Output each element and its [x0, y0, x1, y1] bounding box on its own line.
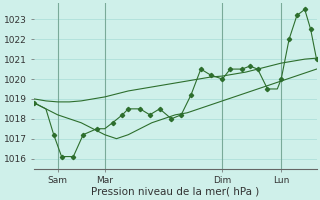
X-axis label: Pression niveau de la mer( hPa ): Pression niveau de la mer( hPa )	[91, 187, 260, 197]
